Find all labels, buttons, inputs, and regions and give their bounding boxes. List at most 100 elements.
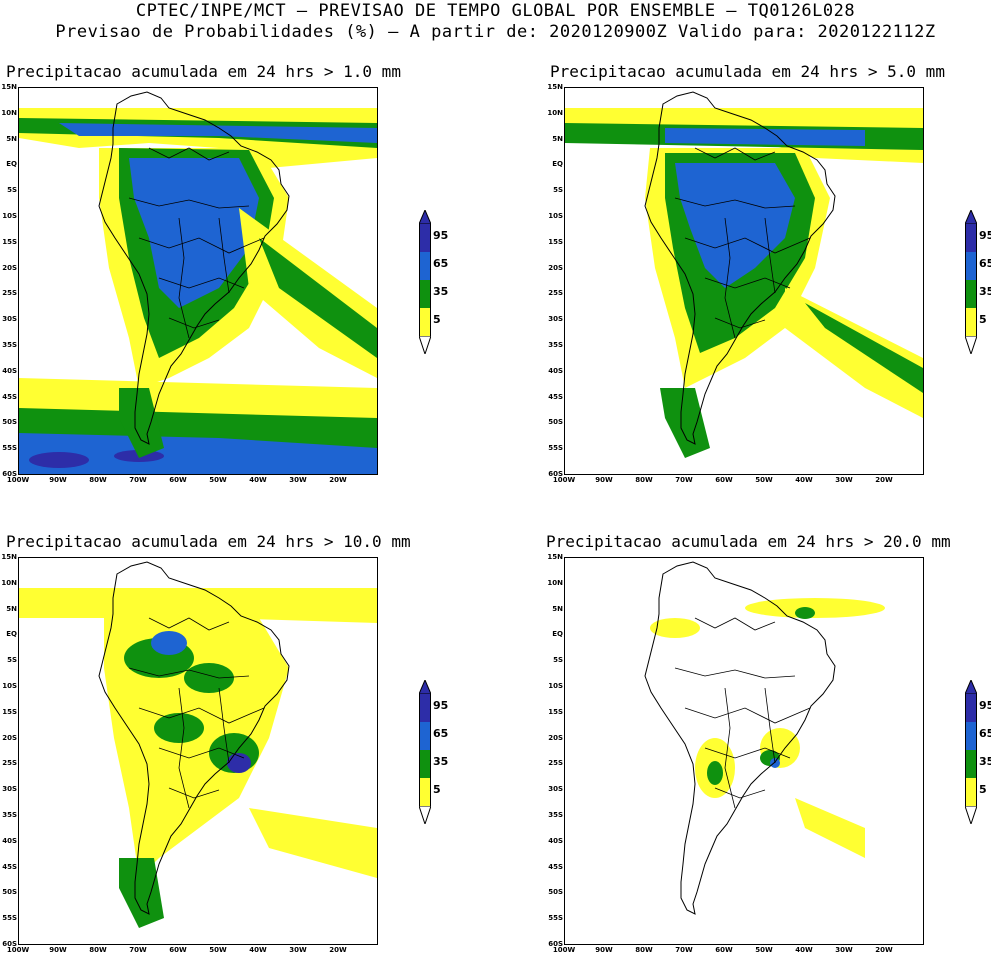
colorbar-top-triangle [965,210,977,224]
lat-tick-label: 5S [7,656,17,665]
lat-tick-label: 35S [2,341,17,349]
colorbar-top-triangle [419,210,431,224]
colorbar-segment-c65 [419,722,431,750]
lon-tick-label: 100W [6,946,30,954]
lat-tick-label: 25S [548,759,563,768]
lat-tick-label: 5S [553,186,563,195]
lon-tick-label: 40W [249,476,267,484]
lon-tick-label: 40W [795,476,813,484]
lon-tick-label: 90W [49,946,67,954]
colorbar-label: 5 [433,313,441,326]
lat-tick-label: 5N [552,134,563,143]
lat-tick-label: 30S [2,785,17,794]
colorbar-segment-c95 [965,694,977,722]
header-subtitle: Previsao de Probabilidades (%) – A parti… [55,22,936,42]
lat-tick-label: 35S [548,341,563,349]
colorbar-bottom-triangle [965,806,977,824]
map-panel-1mm [18,87,378,475]
colorbar-segment-c65 [419,252,431,280]
lat-tick-label: 20S [2,733,17,742]
lat-tick-label: 5S [553,656,563,665]
lon-tick-label: 70W [129,476,147,484]
colorbar-label: 95 [979,229,991,242]
lat-tick-label: 55S [2,444,17,453]
lat-tick-label: 40S [548,836,563,845]
lat-tick-label: 10S [548,212,563,220]
colorbar-segment-c95 [965,224,977,252]
lat-tick-label: 50S [548,888,563,897]
lon-tick-label: 60W [715,946,733,954]
colorbar-segment-c35 [419,750,431,778]
colorbar-label: 65 [979,727,991,740]
lat-tick-label: 40S [548,366,563,375]
lat-tick-label: 15N [547,83,563,91]
colorbar-label: 35 [433,285,449,298]
panel-title-5mm: Precipitacao acumulada em 24 hrs > 5.0 m… [550,62,945,81]
lat-tick-label: 30S [2,315,17,324]
lon-tick-label: 20W [875,946,893,954]
lon-tick-label: 20W [329,946,347,954]
lon-tick-label: 40W [249,946,267,954]
lon-tick-label: 50W [209,476,227,484]
map-panel-20mm [564,557,924,945]
lat-tick-label: 25S [2,759,17,768]
lon-tick-label: 80W [635,476,653,484]
colorbar-segment-c5 [965,778,977,806]
lat-tick-label: 40S [2,836,17,845]
colorbar-top-triangle [419,680,431,694]
colorbar-segment-c5 [419,778,431,806]
lon-tick-label: 30W [289,476,307,484]
colorbar-label: 95 [433,229,449,242]
lat-tick-label: 20S [548,263,563,272]
lat-tick-label: 15N [1,83,17,91]
lat-tick-label: 45S [548,862,563,871]
lat-tick-label: 20S [2,263,17,272]
lon-tick-label: 100W [6,476,30,484]
lat-tick-label: 15S [2,237,17,246]
lon-tick-label: 80W [635,946,653,954]
lon-tick-label: 30W [835,946,853,954]
lat-tick-label: 5N [552,604,563,613]
lon-tick-label: 30W [835,476,853,484]
map-panel-10mm [18,557,378,945]
colorbar-segment-c95 [419,224,431,252]
colorbar-label: 5 [979,313,987,326]
lat-tick-label: 10S [548,682,563,690]
colorbar-label: 95 [433,699,449,712]
colorbar-segment-c5 [419,308,431,336]
colorbar-label: 95 [979,699,991,712]
colorbar-5mm: 95 65 35 5 [965,210,991,354]
colorbar-segment-c95 [419,694,431,722]
lat-tick-label: EQ [6,160,17,169]
lat-tick-label: 45S [548,392,563,401]
header-title: CPTEC/INPE/MCT – PREVISAO DE TEMPO GLOBA… [135,1,856,21]
lat-tick-label: 10S [2,212,17,220]
panel-title-10mm: Precipitacao acumulada em 24 hrs > 10.0 … [6,532,411,551]
lon-tick-label: 50W [755,476,773,484]
lat-tick-label: EQ [552,630,563,639]
lat-tick-label: 60S [548,940,563,948]
lon-tick-label: 40W [795,946,813,954]
lat-tick-label: 60S [2,940,17,948]
colorbar-bottom-triangle [419,806,431,824]
lat-tick-label: 25S [548,289,563,298]
lat-tick-label: 30S [548,785,563,794]
lat-tick-label: 15N [547,553,563,561]
lat-tick-label: 20S [548,733,563,742]
colorbar-segment-c65 [965,252,977,280]
lat-tick-label: 10N [1,108,17,117]
lat-tick-label: 35S [548,811,563,819]
colorbar-segment-c35 [419,280,431,308]
colorbar-top-triangle [965,680,977,694]
lat-tick-label: 10N [547,578,563,587]
lon-tick-label: 100W [552,476,576,484]
colorbar-segment-c35 [965,280,977,308]
lat-tick-label: 15S [548,707,563,716]
lon-tick-label: 90W [49,476,67,484]
map-panel-5mm [564,87,924,475]
lat-tick-label: EQ [552,160,563,169]
colorbar-label: 35 [979,285,991,298]
lat-tick-label: 50S [548,418,563,427]
lon-tick-label: 60W [169,476,187,484]
lat-tick-label: 15S [2,707,17,716]
